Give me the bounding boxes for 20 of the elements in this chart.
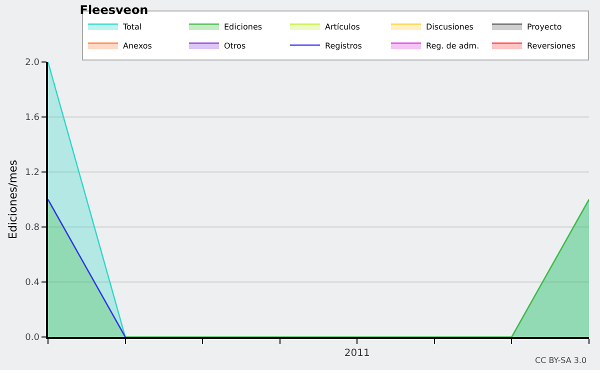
y-tick-label: 0.0 (25, 333, 40, 344)
legend-label: Total (122, 22, 142, 32)
chart-title: Fleesveon (80, 2, 148, 17)
y-axis-title: Ediciones/mes (6, 160, 20, 240)
legend-label: Reversiones (527, 41, 576, 50)
y-tick-label: 0.8 (25, 223, 40, 234)
legend-label: Ediciones (224, 22, 262, 32)
y-tick-label: 0.4 (25, 278, 40, 288)
legend-label: Registros (325, 41, 362, 50)
x-tick-label: 2011 (344, 348, 370, 359)
y-tick-label: 1.2 (25, 168, 40, 178)
y-tick-label: 2.0 (25, 58, 40, 68)
legend-label: Reg. de adm. (426, 41, 480, 50)
y-tick-label: 1.6 (25, 113, 40, 124)
legend-label: Proyecto (527, 22, 562, 32)
text: CC BY-SA 3.0 (535, 356, 587, 365)
legend-label: Otros (224, 41, 246, 50)
legend-label: Anexos (123, 41, 152, 50)
legend-label: Artículos (325, 22, 360, 32)
legend-label: Discusiones (426, 22, 474, 32)
